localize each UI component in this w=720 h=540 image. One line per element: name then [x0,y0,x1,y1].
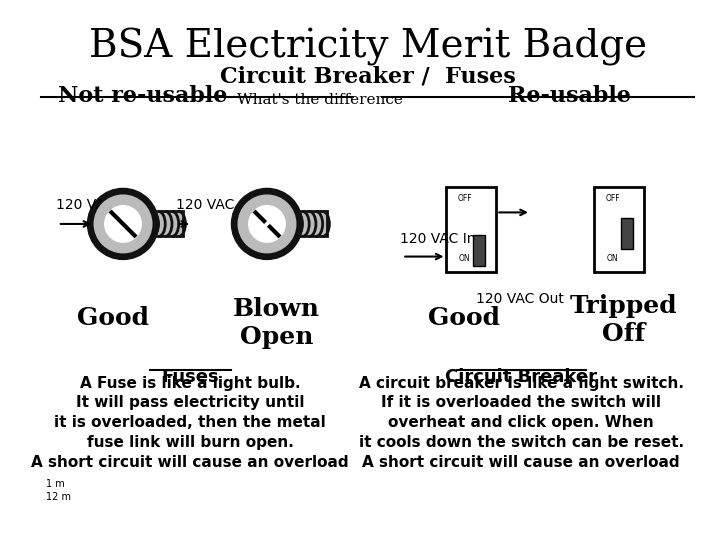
Text: 120 VAC Out: 120 VAC Out [176,198,264,212]
Bar [151,212,184,237]
Circle shape [94,195,152,253]
Text: 120 VAC In: 120 VAC In [400,232,476,246]
Text: 120 VAC Out: 120 VAC Out [476,292,564,306]
Text: Tripped
Off: Tripped Off [570,294,678,346]
Text: Re-usable: Re-usable [508,85,631,107]
Text: OFF: OFF [605,194,620,204]
Bar [594,187,644,272]
Text: What's the difference: What's the difference [237,93,402,107]
Text: A Fuse is like a light bulb.
It will pass electricity until
it is overloaded, th: A Fuse is like a light bulb. It will pas… [32,375,349,470]
Circle shape [105,206,141,242]
Text: BSA Electricity Merit Badge: BSA Electricity Merit Badge [89,29,647,66]
Text: ON: ON [607,254,618,263]
Text: ON: ON [459,254,470,263]
Text: OFF: OFF [457,194,472,204]
Text: Good: Good [78,307,150,330]
Text: Not re-usable: Not re-usable [58,85,227,107]
Text: 1 m
12 m: 1 m 12 m [46,479,71,502]
Circle shape [88,188,158,259]
Bar [621,218,633,249]
Circle shape [231,188,302,259]
Text: Blown
Open: Blown Open [233,297,320,349]
Text: A circuit breaker Is like a light switch.
If it is overloaded the switch will
ov: A circuit breaker Is like a light switch… [359,375,684,470]
Circle shape [238,195,296,253]
Circle shape [248,206,285,242]
Text: Circuit Breaker /  Fuses: Circuit Breaker / Fuses [220,65,516,87]
Bar [294,212,328,237]
Text: Good: Good [428,307,500,330]
Text: Fuses: Fuses [161,368,219,386]
Bar [473,235,485,266]
Text: 120 VAC in: 120 VAC in [56,198,131,212]
Text: Circuit Breaker: Circuit Breaker [445,368,598,386]
Bar [446,187,496,272]
